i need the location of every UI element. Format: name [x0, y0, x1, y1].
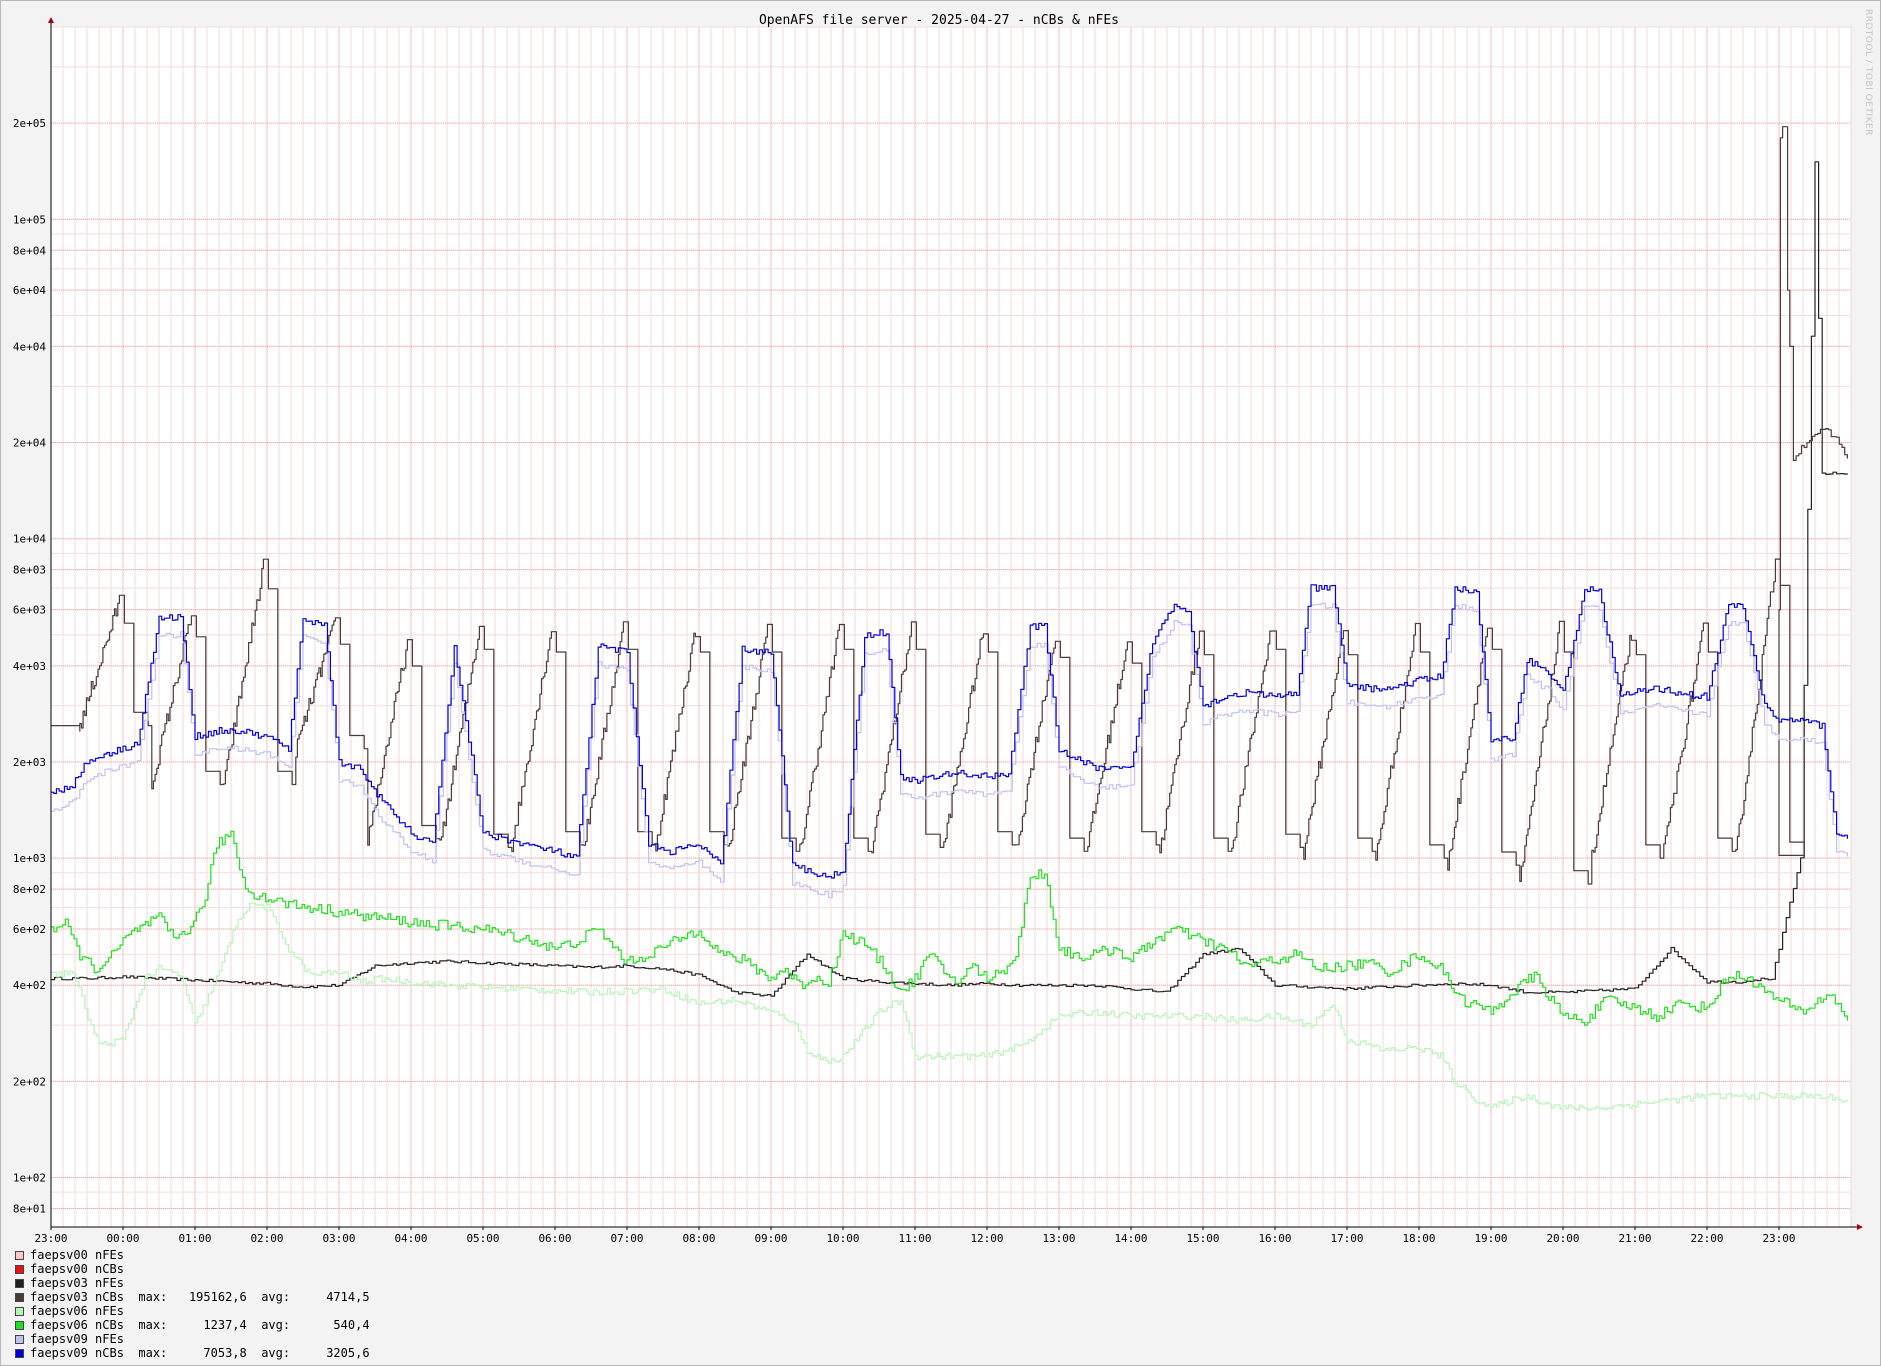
x-tick-label: 20:00 [1546, 1232, 1579, 1245]
x-axis-arrow [1857, 1224, 1863, 1230]
legend-swatch [15, 1250, 24, 1260]
x-tick-label: 21:00 [1618, 1232, 1651, 1245]
x-tick-label: 14:00 [1114, 1232, 1147, 1245]
tick-labels: 23:00 00:00 01:00 02:00 03:00 04:00 05:00 06:00… [13, 117, 1796, 1245]
legend-label: faepsv00 nFEs [30, 1248, 124, 1262]
legend-item: faepsv00 nCBs [15, 1262, 370, 1276]
x-tick-label: 07:00 [610, 1232, 643, 1245]
x-tick-label: 18:00 [1402, 1232, 1435, 1245]
x-tick-label: 22:00 [1690, 1232, 1723, 1245]
major-grid [50, 27, 1851, 1227]
legend-item: faepsv00 nFEs [15, 1248, 370, 1262]
x-tick-label: 08:00 [682, 1232, 715, 1245]
y-tick-label: 1e+03 [13, 852, 46, 865]
legend-label: faepsv00 nCBs [30, 1262, 124, 1276]
y-tick-label: 8e+01 [13, 1202, 46, 1215]
x-tick-label: 02:00 [250, 1232, 283, 1245]
x-tick-label: 06:00 [538, 1232, 571, 1245]
y-tick-label: 6e+04 [13, 284, 46, 297]
chart-title: OpenAFS file server - 2025-04-27 - nCBs … [759, 13, 1119, 28]
x-tick-label: 13:00 [1042, 1232, 1075, 1245]
x-tick-label: 23:00 [1762, 1232, 1795, 1245]
legend-swatch [15, 1306, 24, 1316]
y-tick-label: 2e+04 [13, 437, 46, 450]
x-tick-label: 12:00 [970, 1232, 1003, 1245]
y-tick-label: 1e+02 [13, 1172, 46, 1185]
legend-swatch [15, 1278, 24, 1288]
y-tick-label: 1e+05 [13, 213, 46, 226]
y-tick-label: 4e+03 [13, 660, 46, 673]
legend-item: faepsv09 nCBs max: 7053,8 avg: 3205,6 [15, 1346, 370, 1360]
series-line [51, 126, 1848, 885]
y-tick-label: 8e+03 [13, 564, 46, 577]
legend-swatch [15, 1334, 24, 1344]
y-tick-label: 4e+02 [13, 979, 46, 992]
series-line [51, 902, 1848, 1111]
legend-item: faepsv03 nFEs [15, 1276, 370, 1290]
minor-grid [50, 26, 1852, 1228]
y-tick-label: 8e+04 [13, 244, 46, 257]
x-tick-label: 10:00 [826, 1232, 859, 1245]
y-tick-label: 1e+04 [13, 533, 46, 546]
x-tick-label: 03:00 [322, 1232, 355, 1245]
y-tick-label: 8e+02 [13, 883, 46, 896]
x-tick-label: 11:00 [898, 1232, 931, 1245]
series-line [51, 584, 1848, 879]
y-tick-label: 6e+02 [13, 923, 46, 936]
y-tick-label: 2e+03 [13, 756, 46, 769]
legend-label: faepsv06 nCBs max: 1237,4 avg: 540,4 [30, 1318, 370, 1332]
y-tick-label: 4e+04 [13, 340, 46, 353]
x-tick-label: 04:00 [394, 1232, 427, 1245]
legend-item: faepsv09 nFEs [15, 1332, 370, 1346]
y-tick-label: 6e+03 [13, 604, 46, 617]
legend-label: faepsv06 nFEs [30, 1304, 124, 1318]
legend-swatch [15, 1292, 24, 1302]
legend-label: faepsv03 nCBs max: 195162,6 avg: 4714,5 [30, 1290, 370, 1304]
legend-label: faepsv09 nFEs [30, 1332, 124, 1346]
axes [48, 17, 1863, 1230]
legend-label: faepsv03 nFEs [30, 1276, 124, 1290]
x-tick-label: 05:00 [466, 1232, 499, 1245]
x-tick-label: 01:00 [178, 1232, 211, 1245]
x-tick-label: 17:00 [1330, 1232, 1363, 1245]
legend: faepsv00 nFEs faepsv00 nCBs faepsv03 nFE… [15, 1248, 370, 1360]
series-line [51, 161, 1848, 997]
y-tick-label: 2e+02 [13, 1075, 46, 1088]
y-tick-label: 2e+05 [13, 117, 46, 130]
legend-item: faepsv06 nCBs max: 1237,4 avg: 540,4 [15, 1318, 370, 1332]
series-line [51, 830, 1848, 1026]
legend-item: faepsv03 nCBs max: 195162,6 avg: 4714,5 [15, 1290, 370, 1304]
series-layer [51, 126, 1848, 1111]
x-tick-label: 19:00 [1474, 1232, 1507, 1245]
legend-item: faepsv06 nFEs [15, 1304, 370, 1318]
rrdtool-watermark: RRDTOOL / TOBI OETIKER [1863, 9, 1873, 136]
series-line [51, 602, 1848, 899]
legend-swatch [15, 1348, 24, 1358]
x-tick-label: 15:00 [1186, 1232, 1219, 1245]
y-axis-arrow [48, 17, 54, 23]
x-tick-label: 23:00 [34, 1232, 67, 1245]
x-tick-label: 16:00 [1258, 1232, 1291, 1245]
legend-swatch [15, 1320, 24, 1330]
x-tick-label: 09:00 [754, 1232, 787, 1245]
x-tick-label: 00:00 [106, 1232, 139, 1245]
legend-swatch [15, 1264, 24, 1274]
legend-label: faepsv09 nCBs max: 7053,8 avg: 3205,6 [30, 1346, 370, 1360]
